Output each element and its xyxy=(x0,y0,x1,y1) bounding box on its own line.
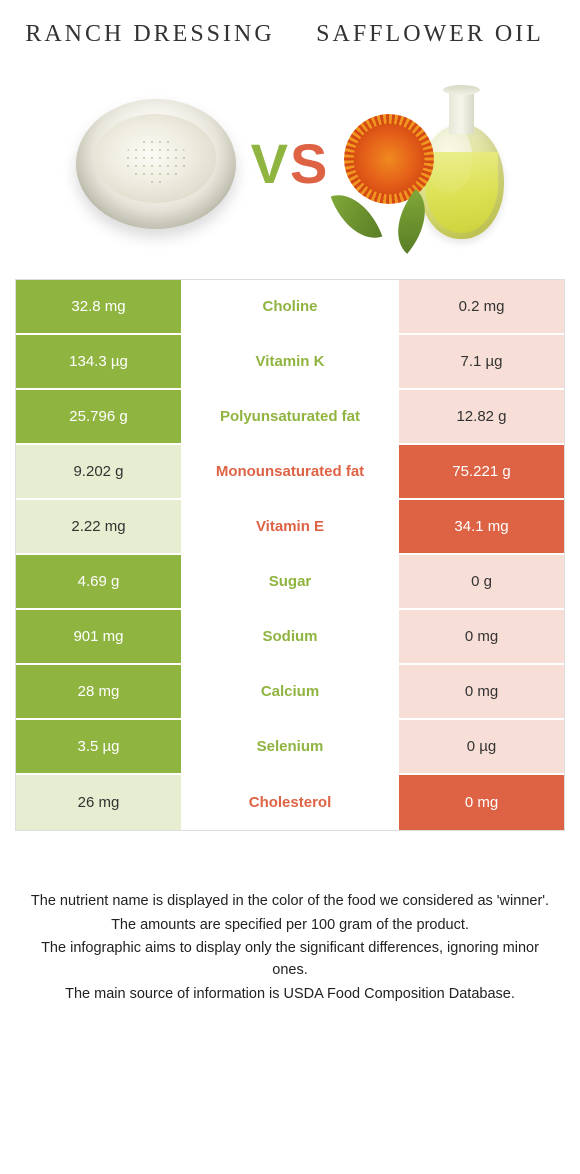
nutrient-name-cell: Selenium xyxy=(181,720,399,773)
right-value-cell: 0 mg xyxy=(399,610,564,663)
nutrient-name-cell: Vitamin K xyxy=(181,335,399,388)
right-value-cell: 0 µg xyxy=(399,720,564,773)
left-value-cell: 28 mg xyxy=(16,665,181,718)
right-value-cell: 0 g xyxy=(399,555,564,608)
comparison-table: 32.8 mgCholine0.2 mg134.3 µgVitamin K7.1… xyxy=(15,279,565,831)
left-value-cell: 25.796 g xyxy=(16,390,181,443)
left-food-title: RANCH DRESSING xyxy=(24,20,276,49)
nutrient-name-cell: Sugar xyxy=(181,555,399,608)
footnote-line: The main source of information is USDA F… xyxy=(30,984,550,1006)
vs-label: VS xyxy=(251,131,330,196)
left-value-cell: 4.69 g xyxy=(16,555,181,608)
header: RANCH DRESSING SAFFLOWER OIL xyxy=(0,0,580,59)
right-value-cell: 34.1 mg xyxy=(399,500,564,553)
right-value-cell: 0.2 mg xyxy=(399,280,564,333)
table-row: 28 mgCalcium0 mg xyxy=(16,665,564,720)
right-value-cell: 0 mg xyxy=(399,775,564,830)
table-row: 25.796 gPolyunsaturated fat12.82 g xyxy=(16,390,564,445)
left-value-cell: 3.5 µg xyxy=(16,720,181,773)
table-row: 4.69 gSugar0 g xyxy=(16,555,564,610)
footnote-line: The amounts are specified per 100 gram o… xyxy=(30,915,550,937)
left-value-cell: 901 mg xyxy=(16,610,181,663)
footnotes: The nutrient name is displayed in the co… xyxy=(30,891,550,1006)
table-row: 901 mgSodium0 mg xyxy=(16,610,564,665)
table-row: 3.5 µgSelenium0 µg xyxy=(16,720,564,775)
nutrient-name-cell: Polyunsaturated fat xyxy=(181,390,399,443)
nutrient-name-cell: Vitamin E xyxy=(181,500,399,553)
left-value-cell: 2.22 mg xyxy=(16,500,181,553)
safflower-oil-image xyxy=(339,79,509,249)
table-row: 9.202 gMonounsaturated fat75.221 g xyxy=(16,445,564,500)
left-value-cell: 32.8 mg xyxy=(16,280,181,333)
table-row: 26 mgCholesterol0 mg xyxy=(16,775,564,830)
footnote-line: The infographic aims to display only the… xyxy=(30,938,550,982)
left-value-cell: 26 mg xyxy=(16,775,181,830)
right-value-cell: 75.221 g xyxy=(399,445,564,498)
table-row: 2.22 mgVitamin E34.1 mg xyxy=(16,500,564,555)
nutrient-name-cell: Sodium xyxy=(181,610,399,663)
right-value-cell: 7.1 µg xyxy=(399,335,564,388)
ranch-dressing-image xyxy=(71,79,241,249)
nutrient-name-cell: Choline xyxy=(181,280,399,333)
right-food-title: SAFFLOWER OIL xyxy=(304,20,556,49)
footnote-line: The nutrient name is displayed in the co… xyxy=(30,891,550,913)
images-row: VS xyxy=(0,59,580,279)
left-value-cell: 9.202 g xyxy=(16,445,181,498)
nutrient-name-cell: Calcium xyxy=(181,665,399,718)
nutrient-name-cell: Cholesterol xyxy=(181,775,399,830)
table-row: 32.8 mgCholine0.2 mg xyxy=(16,280,564,335)
nutrient-name-cell: Monounsaturated fat xyxy=(181,445,399,498)
table-row: 134.3 µgVitamin K7.1 µg xyxy=(16,335,564,390)
right-value-cell: 12.82 g xyxy=(399,390,564,443)
right-value-cell: 0 mg xyxy=(399,665,564,718)
left-value-cell: 134.3 µg xyxy=(16,335,181,388)
